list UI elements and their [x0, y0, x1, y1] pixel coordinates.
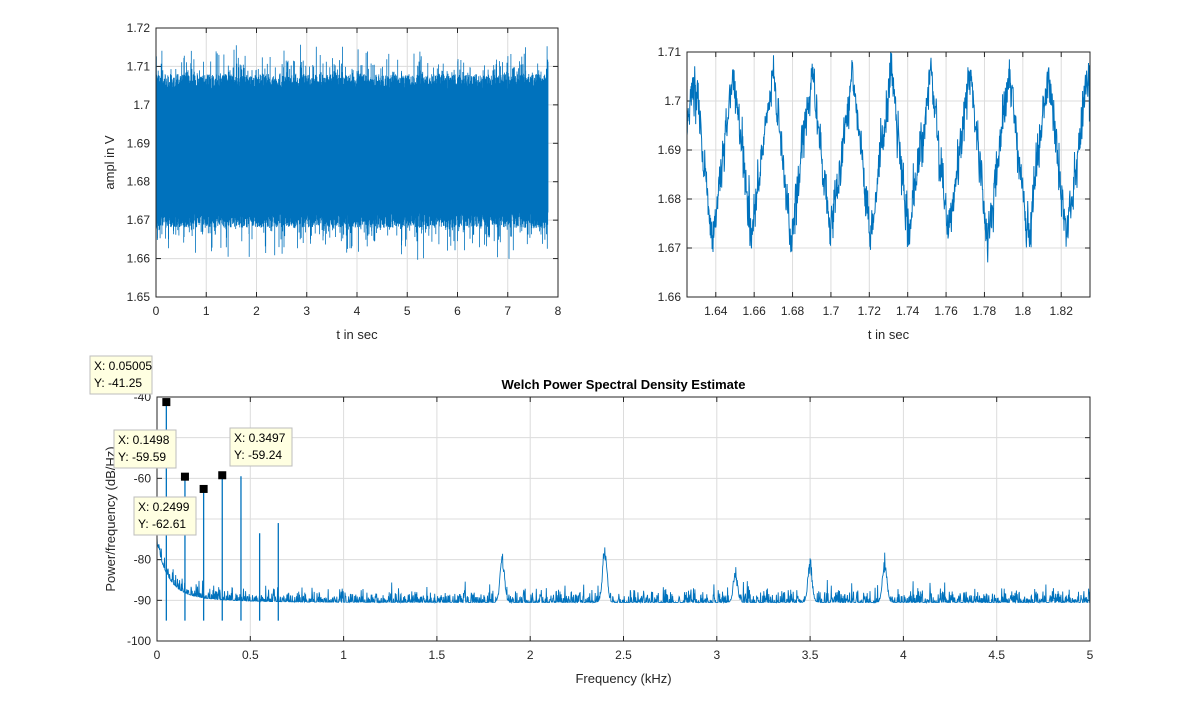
x-tick-label: 1.68: [781, 304, 805, 318]
y-tick-label: 1.66: [658, 290, 682, 304]
x-tick-label: 2: [527, 648, 534, 662]
x-tick-label: 0.5: [242, 648, 259, 662]
chart-title: Welch Power Spectral Density Estimate: [502, 377, 746, 392]
x-tick-label: 0: [154, 648, 161, 662]
x-tick-label: 1.5: [429, 648, 446, 662]
x-tick-label: 5: [404, 304, 411, 318]
x-tick-label: 3: [713, 648, 720, 662]
datatip-x-label: X: 0.3497: [234, 431, 286, 445]
axes-box: [686, 51, 1091, 298]
x-axis-label: t in sec: [336, 327, 378, 342]
y-tick-label: -90: [134, 593, 152, 607]
y-axis-label: ampl in V: [102, 135, 117, 190]
y-tick-label: 1.68: [658, 192, 682, 206]
axes-psd: 00.511.522.533.544.55-100-90-80-70-60-50…: [103, 377, 1094, 686]
series-group: [156, 44, 549, 260]
x-tick-label: 1: [340, 648, 347, 662]
y-tick-label: 1.65: [127, 290, 151, 304]
y-tick-label: -60: [134, 471, 152, 485]
y-tick-label: 1.67: [127, 213, 151, 227]
signal-line: [156, 44, 549, 260]
x-axis-label: Frequency (kHz): [575, 671, 671, 686]
series-group: [687, 52, 1090, 263]
x-tick-label: 3: [303, 304, 310, 318]
datatip-x-label: X: 0.1498: [118, 433, 170, 447]
datatip-box[interactable]: [133, 496, 197, 536]
datatip-box[interactable]: [113, 429, 177, 469]
datatip-y-label: Y: -59.59: [118, 450, 166, 464]
datatip-box[interactable]: [89, 355, 153, 395]
x-tick-label: 2: [253, 304, 260, 318]
y-tick-label: 1.68: [127, 175, 151, 189]
x-tick-label: 1.72: [858, 304, 882, 318]
x-tick-label: 1.74: [896, 304, 920, 318]
y-tick-label: 1.66: [127, 252, 151, 266]
datatip-marker[interactable]: [218, 471, 227, 480]
x-axis-label: t in sec: [868, 327, 910, 342]
signal-line: [687, 52, 1090, 263]
x-tick-label: 1.78: [973, 304, 997, 318]
datatip-y-label: Y: -41.25: [94, 376, 142, 390]
x-tick-label: 1.8: [1014, 304, 1031, 318]
datatip[interactable]: X: 0.2499 Y: -62.61: [133, 484, 208, 536]
datatip[interactable]: X: 0.05005 Y: -41.25: [89, 355, 171, 407]
x-tick-label: 1.82: [1050, 304, 1074, 318]
datatip-y-label: Y: -62.61: [138, 517, 186, 531]
x-tick-label: 8: [555, 304, 562, 318]
y-tick-label: 1.71: [658, 45, 682, 59]
datatip-marker[interactable]: [180, 472, 189, 481]
y-tick-label: 1.7: [133, 98, 150, 112]
x-tick-label: 4: [354, 304, 361, 318]
y-tick-label: -80: [134, 553, 152, 567]
x-tick-label: 1.66: [742, 304, 766, 318]
x-tick-label: 1.7: [823, 304, 840, 318]
tick-marks: [156, 396, 1091, 642]
x-tick-label: 4: [900, 648, 907, 662]
datatip-x-label: X: 0.2499: [138, 500, 190, 514]
datatip[interactable]: X: 0.3497 Y: -59.24: [218, 427, 293, 480]
datatip-x-label: X: 0.05005: [94, 359, 152, 373]
psd-line: [157, 536, 1090, 605]
y-axis-label: Power/frequency (dB/Hz): [103, 446, 118, 591]
datatip-y-label: Y: -59.24: [234, 448, 282, 462]
x-tick-label: 1: [203, 304, 210, 318]
datatip-marker[interactable]: [162, 398, 171, 407]
y-tick-label: 1.7: [664, 94, 681, 108]
y-tick-label: 1.69: [658, 143, 682, 157]
datatip-box[interactable]: [229, 427, 293, 467]
axes-box: [155, 27, 559, 298]
x-tick-label: 1.76: [934, 304, 958, 318]
x-tick-label: 4.5: [988, 648, 1005, 662]
x-tick-label: 6: [454, 304, 461, 318]
y-tick-label: 1.69: [127, 136, 151, 150]
axes-time-full: 0 1 2 3 4 5 6 7 8 1.65 1.66 1.67 1.68 1.69 1.7 1.71 1.72…: [102, 21, 562, 342]
y-tick-label: 1.67: [658, 241, 682, 255]
x-tick-label: 0: [153, 304, 160, 318]
x-tick-label: 3.5: [802, 648, 819, 662]
x-tick-label: 1.64: [704, 304, 728, 318]
datatip-marker[interactable]: [199, 484, 208, 493]
x-tick-label: 7: [504, 304, 511, 318]
y-tick-label: 1.71: [127, 59, 151, 73]
axes-time-zoom: 1.64 1.66 1.68 1.7 1.72 1.74 1.76 1.78 1.8 1.82 1.…: [658, 45, 1091, 342]
x-tick-label: 2.5: [615, 648, 632, 662]
y-tick-label: -100: [127, 634, 151, 648]
x-tick-label: 5: [1087, 648, 1094, 662]
datatip[interactable]: X: 0.1498 Y: -59.59: [113, 429, 189, 481]
y-tick-label: 1.72: [127, 21, 151, 35]
